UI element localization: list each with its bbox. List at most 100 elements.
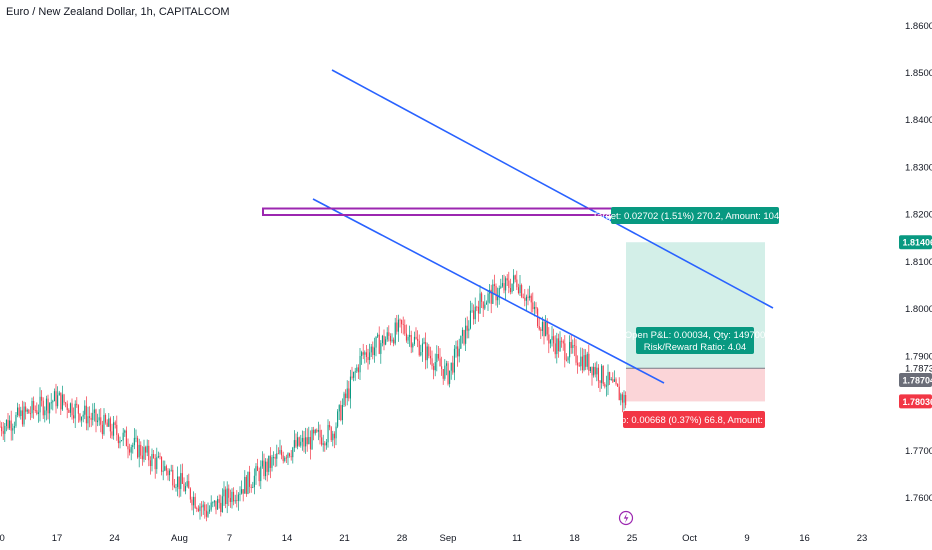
candle-body — [607, 372, 609, 386]
candle-body — [620, 394, 622, 401]
candle-body — [129, 449, 131, 453]
candle-body — [55, 391, 57, 407]
candle-body — [596, 367, 598, 375]
candle-body — [169, 470, 171, 476]
candle-body — [274, 457, 276, 459]
candle-body — [441, 366, 443, 369]
candle-body — [545, 322, 547, 337]
candle-body — [521, 285, 523, 297]
candle-body — [524, 297, 526, 301]
lightning-icon-bolt — [623, 513, 629, 523]
candle-body — [204, 504, 206, 511]
candle-body — [476, 306, 478, 308]
candle-body — [205, 510, 207, 517]
candle-body — [317, 430, 319, 432]
candle-body — [578, 365, 580, 367]
candle-body — [365, 352, 367, 357]
candle-body — [213, 500, 215, 503]
candle-body — [231, 491, 233, 502]
candle-body — [370, 346, 372, 353]
candle-body — [332, 433, 334, 441]
candle-body — [517, 287, 519, 293]
candle-body — [341, 405, 343, 421]
target-info-box: Target: 0.02702 (1.51%) 270.2, Amount: 1… — [592, 207, 798, 224]
candle-body — [437, 354, 439, 359]
price-tick-label: 1.80000 — [905, 304, 932, 315]
candle-body — [68, 410, 70, 413]
chart-title: Euro / New Zealand Dollar, 1h, CAPITALCO… — [6, 6, 230, 18]
position-tags: 1.81406 1.787381.78704 1.78036 Target: 0.02… — [592, 207, 932, 428]
candle-body — [561, 340, 563, 342]
candle-body — [485, 302, 487, 305]
candle-body — [236, 500, 238, 501]
candle-body — [25, 406, 27, 412]
candle-body — [28, 409, 30, 414]
candle-body — [405, 333, 407, 341]
candle-body — [599, 380, 601, 383]
candle-body — [36, 410, 38, 414]
candle-body — [474, 306, 476, 320]
time-tick-label: Oct — [682, 533, 697, 544]
candle-body — [508, 280, 510, 288]
candle-body — [15, 414, 17, 426]
candle-body — [165, 466, 167, 471]
time-tick-label: Sep — [440, 533, 457, 544]
time-axis[interactable]: 10 17 24 Aug 7 14 21 28 Sep 11 18 25 Oct 9 16 23 — [0, 510, 867, 545]
candle-body — [391, 339, 393, 342]
candle-body — [525, 296, 527, 301]
candle-body — [423, 342, 425, 344]
candle-body — [597, 367, 599, 381]
candle-body — [249, 471, 251, 487]
candle-body — [367, 357, 369, 360]
candle-body — [281, 450, 283, 456]
candle-body — [562, 341, 564, 344]
candle-body — [106, 422, 108, 427]
candle-body — [338, 405, 340, 412]
candle-body — [325, 442, 327, 446]
candle-body — [519, 285, 521, 293]
candle-body — [0, 426, 1, 428]
candle-body — [287, 453, 289, 458]
candle-body — [353, 371, 355, 378]
candle-body — [116, 424, 118, 435]
candle-body — [66, 403, 68, 410]
candle-body — [601, 365, 603, 383]
candle-body — [388, 332, 390, 336]
candle-body — [409, 335, 411, 337]
candle-body — [356, 367, 358, 372]
candle-body — [481, 293, 483, 302]
candle-body — [124, 430, 126, 433]
candle-body — [469, 310, 471, 329]
candle-body — [228, 488, 230, 498]
candle-body — [119, 440, 121, 444]
candle-body — [433, 366, 435, 371]
candle-body — [610, 379, 612, 380]
candle-body — [71, 403, 73, 416]
candle-body — [74, 403, 76, 419]
price-tick-label: 1.86000 — [905, 21, 932, 32]
candle-body — [237, 494, 239, 501]
candle-body — [108, 418, 110, 427]
candle-body — [2, 431, 4, 434]
candle-body — [431, 358, 433, 366]
candle-body — [92, 412, 94, 420]
candle-body — [164, 466, 166, 471]
rr-info-text: Risk/Reward Ratio: 4.04 — [644, 342, 746, 353]
candle-body — [293, 440, 295, 448]
candle-body — [612, 379, 614, 382]
candle-body — [482, 301, 484, 309]
candle-body — [242, 489, 244, 494]
candle-body — [121, 440, 123, 442]
candle-body — [452, 362, 454, 373]
candle-body — [541, 322, 543, 331]
candle-body — [151, 454, 153, 466]
candle-body — [181, 473, 183, 484]
pnl-info-box: Open P&L: 0.00034, Qty: 149700Risk/Rewar… — [625, 327, 765, 354]
candle-body — [279, 450, 281, 454]
candle-body — [522, 296, 524, 298]
price-axis[interactable]: 1.86000 1.85000 1.84000 1.83000 1.82000 1.810… — [905, 21, 932, 504]
candle-body — [209, 509, 211, 512]
candle-body — [77, 405, 79, 414]
candle-body — [569, 342, 571, 358]
